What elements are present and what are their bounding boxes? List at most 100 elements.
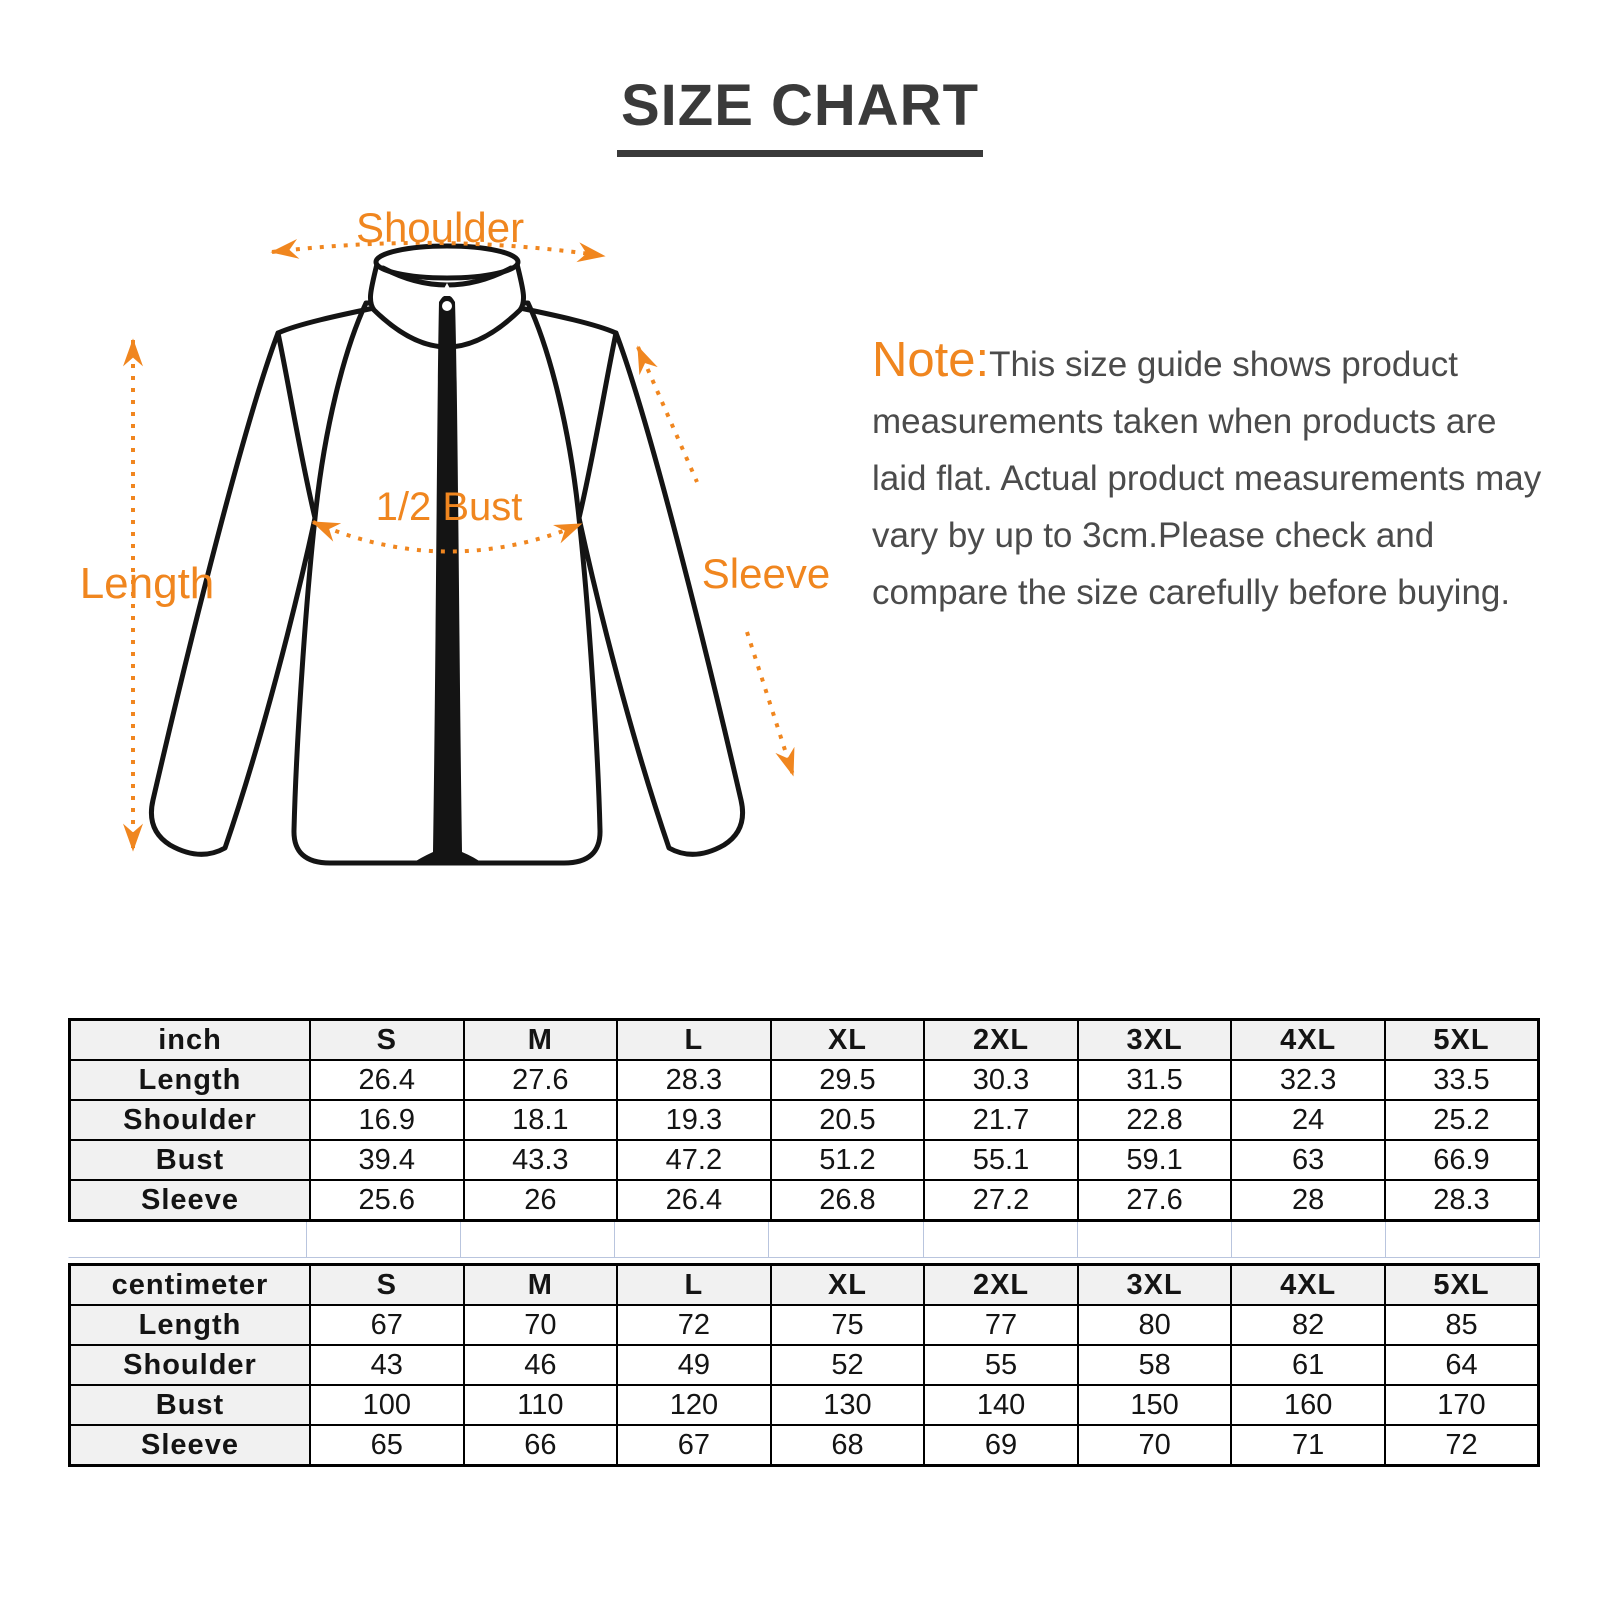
size-value-cell: 120 (616, 1384, 772, 1426)
size-value-cell: 16.9 (309, 1099, 465, 1141)
size-value-cell: 75 (769, 1304, 926, 1346)
size-value-cell: 28.3 (1383, 1179, 1540, 1222)
zipper-notch (440, 283, 454, 296)
size-table-row: Sleeve 65 66 67 68 69 70 71 72 (68, 1424, 1540, 1467)
size-value-cell: 27.6 (1076, 1179, 1233, 1222)
size-value-cell: 100 (309, 1384, 465, 1426)
size-value-cell: 82 (1230, 1304, 1386, 1346)
size-value-cell: 43.3 (462, 1139, 619, 1181)
size-value-cell: 30.3 (923, 1059, 1079, 1101)
size-value-cell: 26.8 (769, 1179, 926, 1222)
size-value-cell: 51.2 (769, 1139, 926, 1181)
bust-measure-line (311, 520, 583, 554)
size-value-cell: 59.1 (1076, 1139, 1233, 1181)
spacer-cell (1386, 1222, 1540, 1257)
spacer-cell (461, 1222, 616, 1257)
measure-row-label: Shoulder (68, 1099, 311, 1141)
size-column-header: 2XL (923, 1263, 1079, 1306)
size-value-cell: 80 (1076, 1304, 1233, 1346)
measure-row-label: Length (68, 1304, 311, 1346)
size-column-header: 4XL (1230, 1263, 1386, 1306)
size-value-cell: 26.4 (616, 1179, 772, 1222)
size-value-cell: 65 (309, 1424, 465, 1467)
size-value-cell: 55 (923, 1344, 1079, 1386)
size-value-cell: 20.5 (769, 1099, 926, 1141)
size-table-header-row: inch S M L XL 2XL 3XL 4XL 5XL (68, 1018, 1540, 1061)
size-table-inch: inch S M L XL 2XL 3XL 4XL 5XL Length 26.4 27.6 28.3 2… (68, 1018, 1540, 1222)
size-value-cell: 85 (1383, 1304, 1540, 1346)
size-value-cell: 70 (462, 1304, 619, 1346)
size-value-cell: 63 (1230, 1139, 1386, 1181)
size-value-cell: 64 (1383, 1344, 1540, 1386)
size-value-cell: 25.6 (309, 1179, 465, 1222)
table-spacer-row (68, 1222, 1540, 1258)
size-value-cell: 22.8 (1076, 1099, 1233, 1141)
size-value-cell: 27.6 (462, 1059, 619, 1101)
spacer-cell (615, 1222, 770, 1257)
size-value-cell: 66.9 (1383, 1139, 1540, 1181)
size-value-cell: 29.5 (769, 1059, 926, 1101)
shoulder-measure-line (270, 238, 606, 263)
size-table-centimeter-container: centimeter S M L XL 2XL 3XL 4XL 5XL Length 67 70 72 7… (68, 1263, 1540, 1467)
sleeve-label: Sleeve (702, 550, 830, 597)
size-table-header-row: centimeter S M L XL 2XL 3XL 4XL 5XL (68, 1263, 1540, 1306)
measure-row-label: Length (68, 1059, 311, 1101)
size-value-cell: 150 (1076, 1384, 1233, 1426)
zipper-band (413, 295, 482, 863)
size-table-centimeter: centimeter S M L XL 2XL 3XL 4XL 5XL Length 67 70 72 7… (68, 1263, 1540, 1467)
size-value-cell: 66 (462, 1424, 619, 1467)
size-column-header: 5XL (1383, 1263, 1540, 1306)
size-value-cell: 58 (1076, 1344, 1233, 1386)
size-value-cell: 21.7 (923, 1099, 1079, 1141)
spacer-cell (1232, 1222, 1386, 1257)
size-column-header: 2XL (923, 1018, 1079, 1061)
size-table-row: Bust 39.4 43.3 47.2 51.2 55.1 59.1 63 66.9 (68, 1139, 1540, 1181)
note-paragraph: Note:This size guide shows product measu… (872, 332, 1550, 621)
size-column-header: 5XL (1383, 1018, 1540, 1061)
spacer-cell (769, 1222, 924, 1257)
size-value-cell: 28.3 (616, 1059, 772, 1101)
page-title-text: SIZE CHART (617, 72, 983, 157)
size-value-cell: 52 (769, 1344, 926, 1386)
size-column-header: 3XL (1076, 1263, 1233, 1306)
jacket-diagram-svg: Shoulder Length 1/2 Bust Sleeve (80, 204, 830, 866)
size-tables: inch S M L XL 2XL 3XL 4XL 5XL Length 26.4 27.6 28.3 2… (68, 1018, 1540, 1467)
size-value-cell: 47.2 (616, 1139, 772, 1181)
left-shoulder-seam (275, 305, 377, 336)
size-value-cell: 18.1 (462, 1099, 619, 1141)
size-value-cell: 26.4 (309, 1059, 465, 1101)
size-value-cell: 33.5 (1383, 1059, 1540, 1101)
unit-header-cell: inch (68, 1018, 311, 1061)
sleeve-measure-line-bottom (745, 631, 795, 777)
sleeve-measure-line-top (636, 345, 699, 483)
size-value-cell: 170 (1383, 1384, 1540, 1426)
size-column-header: M (462, 1018, 619, 1061)
size-value-cell: 31.5 (1076, 1059, 1233, 1101)
size-column-header: 3XL (1076, 1018, 1233, 1061)
size-value-cell: 130 (769, 1384, 926, 1426)
page-title: SIZE CHART (0, 72, 1600, 157)
note-body: This size guide shows product measuremen… (872, 345, 1542, 612)
measure-row-label: Sleeve (68, 1179, 311, 1222)
spacer-cell (69, 1222, 307, 1257)
measure-row-label: Bust (68, 1384, 311, 1426)
size-column-header: L (616, 1018, 772, 1061)
size-value-cell: 70 (1076, 1424, 1233, 1467)
size-table-row: Sleeve 25.6 26 26.4 26.8 27.2 27.6 28 28.3 (68, 1179, 1540, 1222)
right-shoulder-seam (517, 305, 619, 336)
size-value-cell: 72 (616, 1304, 772, 1346)
measure-row-label: Sleeve (68, 1424, 311, 1467)
size-value-cell: 43 (309, 1344, 465, 1386)
jacket-measurement-diagram: Shoulder Length 1/2 Bust Sleeve (60, 185, 880, 930)
size-column-header: XL (769, 1263, 926, 1306)
half-bust-label: 1/2 Bust (376, 485, 523, 529)
shoulder-label: Shoulder (356, 204, 524, 251)
spacer-cell (924, 1222, 1078, 1257)
size-column-header: L (616, 1263, 772, 1306)
size-column-header: XL (769, 1018, 926, 1061)
size-value-cell: 28 (1230, 1179, 1386, 1222)
size-value-cell: 68 (769, 1424, 926, 1467)
size-value-cell: 71 (1230, 1424, 1386, 1467)
size-value-cell: 160 (1230, 1384, 1386, 1426)
